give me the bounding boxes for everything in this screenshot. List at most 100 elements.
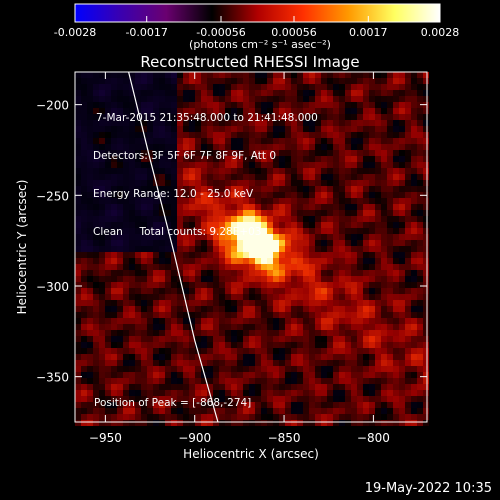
heatmap-cell xyxy=(309,336,315,342)
heatmap-cell xyxy=(231,372,237,378)
heatmap-cell xyxy=(279,252,285,258)
heatmap-cell xyxy=(369,396,375,402)
heatmap-cell xyxy=(423,312,429,318)
heatmap-cell xyxy=(387,366,393,372)
heatmap-cell xyxy=(333,210,339,216)
heatmap-cell xyxy=(309,150,315,156)
heatmap-cell xyxy=(177,318,183,324)
heatmap-cell xyxy=(177,288,183,294)
heatmap-cell xyxy=(267,234,273,240)
heatmap-cell xyxy=(219,144,225,150)
heatmap-cell xyxy=(261,162,267,168)
heatmap-cell xyxy=(129,120,135,126)
heatmap-cell xyxy=(339,84,345,90)
heatmap-cell xyxy=(303,204,309,210)
heatmap-cell xyxy=(423,282,429,288)
heatmap-cell xyxy=(165,348,171,354)
heatmap-cell xyxy=(423,228,429,234)
heatmap-cell xyxy=(399,186,405,192)
heatmap-cell xyxy=(321,180,327,186)
heatmap-cell xyxy=(369,270,375,276)
heatmap-cell xyxy=(171,324,177,330)
heatmap-cell xyxy=(363,414,369,420)
heatmap-cell xyxy=(333,258,339,264)
heatmap-cell xyxy=(213,114,219,120)
heatmap-cell xyxy=(381,216,387,222)
heatmap-cell xyxy=(93,294,99,300)
heatmap-cell xyxy=(357,396,363,402)
heatmap-cell xyxy=(255,354,261,360)
heatmap-cell xyxy=(411,72,417,78)
heatmap-cell xyxy=(219,132,225,138)
heatmap-cell xyxy=(375,330,381,336)
heatmap-cell xyxy=(183,294,189,300)
heatmap-cell xyxy=(291,420,297,426)
heatmap-cell xyxy=(249,336,255,342)
heatmap-cell xyxy=(393,300,399,306)
heatmap-cell xyxy=(291,210,297,216)
heatmap-cell xyxy=(357,108,363,114)
heatmap-cell xyxy=(297,126,303,132)
heatmap-cell xyxy=(363,108,369,114)
heatmap-cell xyxy=(309,390,315,396)
heatmap-cell xyxy=(327,162,333,168)
heatmap-cell xyxy=(123,240,129,246)
heatmap-cell xyxy=(297,204,303,210)
heatmap-cell xyxy=(93,342,99,348)
heatmap-cell xyxy=(291,402,297,408)
heatmap-cell xyxy=(171,234,177,240)
heatmap-cell xyxy=(225,294,231,300)
heatmap-cell xyxy=(381,264,387,270)
heatmap-cell xyxy=(321,114,327,120)
heatmap-cell xyxy=(249,198,255,204)
heatmap-cell xyxy=(153,330,159,336)
heatmap-cell xyxy=(105,252,111,258)
heatmap-cell xyxy=(399,132,405,138)
heatmap-cell xyxy=(297,342,303,348)
heatmap-cell xyxy=(81,114,87,120)
heatmap-cell xyxy=(327,246,333,252)
heatmap-cell xyxy=(237,264,243,270)
heatmap-cell xyxy=(237,72,243,78)
heatmap-cell xyxy=(399,264,405,270)
heatmap-cell xyxy=(417,120,423,126)
heatmap-cell xyxy=(153,276,159,282)
heatmap-cell xyxy=(339,384,345,390)
heatmap-cell xyxy=(261,174,267,180)
heatmap-cell xyxy=(231,252,237,258)
heatmap-cell xyxy=(351,306,357,312)
heatmap-cell xyxy=(117,354,123,360)
heatmap-cell xyxy=(195,324,201,330)
heatmap-cell xyxy=(75,78,81,84)
heatmap-cell xyxy=(291,120,297,126)
heatmap-cell xyxy=(111,168,117,174)
heatmap-cell xyxy=(87,132,93,138)
heatmap-cell xyxy=(411,246,417,252)
heatmap-cell xyxy=(195,390,201,396)
heatmap-cell xyxy=(273,360,279,366)
heatmap-cell xyxy=(165,180,171,186)
heatmap-cell xyxy=(141,192,147,198)
heatmap-cell xyxy=(273,246,279,252)
heatmap-cell xyxy=(255,216,261,222)
heatmap-cell xyxy=(255,228,261,234)
heatmap-cell xyxy=(111,402,117,408)
heatmap-cell xyxy=(159,210,165,216)
heatmap-cell xyxy=(249,282,255,288)
heatmap-cell xyxy=(279,144,285,150)
heatmap-cell xyxy=(111,90,117,96)
heatmap-cell xyxy=(411,330,417,336)
heatmap-cell xyxy=(75,198,81,204)
heatmap-cell xyxy=(327,312,333,318)
heatmap-cell xyxy=(393,138,399,144)
heatmap-cell xyxy=(87,84,93,90)
heatmap-cell xyxy=(279,408,285,414)
heatmap-cell xyxy=(171,210,177,216)
heatmap-cell xyxy=(333,228,339,234)
heatmap-cell xyxy=(93,180,99,186)
heatmap-cell xyxy=(129,288,135,294)
heatmap-cell xyxy=(201,84,207,90)
heatmap-cell xyxy=(357,156,363,162)
heatmap-cell xyxy=(75,354,81,360)
heatmap-cell xyxy=(261,132,267,138)
